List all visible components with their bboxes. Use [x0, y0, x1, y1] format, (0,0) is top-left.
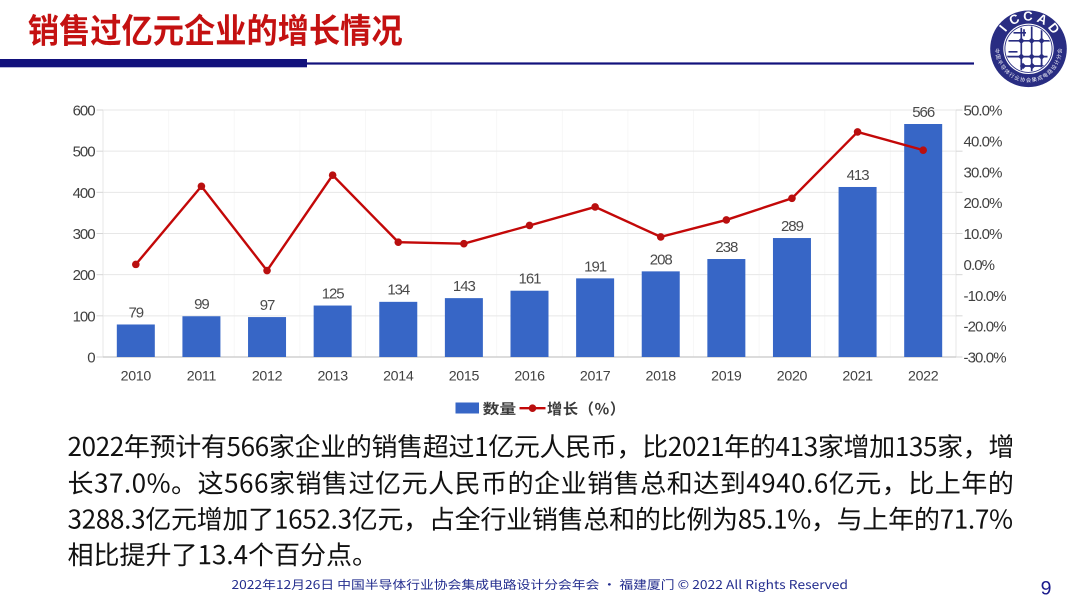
svg-text:2014: 2014: [383, 368, 414, 384]
svg-text:10.0%: 10.0%: [964, 226, 1003, 243]
svg-text:191: 191: [584, 258, 607, 275]
svg-text:0: 0: [87, 350, 95, 367]
svg-text:238: 238: [715, 239, 738, 256]
svg-text:208: 208: [650, 251, 673, 268]
svg-text:0.0%: 0.0%: [964, 257, 995, 274]
svg-text:79: 79: [129, 304, 144, 321]
svg-text:2013: 2013: [317, 368, 348, 384]
svg-text:2021: 2021: [842, 368, 873, 384]
svg-text:2019: 2019: [711, 368, 742, 384]
svg-text:2015: 2015: [449, 368, 480, 384]
svg-text:413: 413: [847, 167, 870, 184]
svg-text:50.0%: 50.0%: [964, 103, 1003, 120]
svg-text:20.0%: 20.0%: [964, 195, 1003, 212]
svg-text:2017: 2017: [580, 368, 611, 384]
svg-text:600: 600: [73, 103, 96, 120]
svg-text:-30.0%: -30.0%: [964, 350, 1007, 367]
svg-text:-10.0%: -10.0%: [964, 288, 1007, 305]
svg-text:2010: 2010: [121, 368, 152, 384]
svg-text:289: 289: [781, 218, 804, 235]
svg-text:9: 9: [1041, 578, 1052, 600]
svg-text:500: 500: [73, 144, 96, 161]
svg-text:2011: 2011: [187, 368, 217, 384]
svg-text:2018: 2018: [646, 368, 677, 384]
svg-text:2022: 2022: [908, 368, 939, 384]
svg-text:2016: 2016: [514, 368, 545, 384]
svg-text:-20.0%: -20.0%: [964, 319, 1007, 336]
svg-text:2012: 2012: [252, 368, 283, 384]
svg-text:99: 99: [194, 296, 209, 313]
svg-text:125: 125: [322, 285, 345, 302]
svg-text:300: 300: [73, 226, 96, 243]
svg-text:400: 400: [73, 185, 96, 202]
svg-text:200: 200: [73, 267, 96, 284]
svg-text:40.0%: 40.0%: [964, 133, 1003, 150]
svg-text:566: 566: [912, 104, 935, 121]
svg-text:30.0%: 30.0%: [964, 164, 1003, 181]
svg-text:2020: 2020: [777, 368, 808, 384]
svg-text:97: 97: [260, 297, 275, 314]
svg-text:161: 161: [519, 271, 542, 288]
svg-text:134: 134: [387, 282, 410, 299]
svg-text:100: 100: [73, 308, 96, 325]
svg-text:143: 143: [453, 278, 476, 295]
